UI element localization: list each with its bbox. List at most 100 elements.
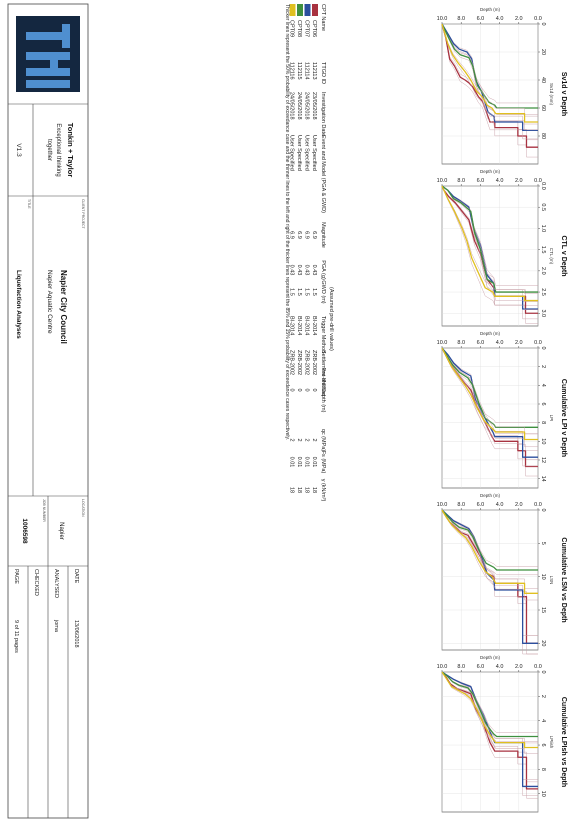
depth-axis-label: Depth (m): [480, 169, 501, 174]
value-tick-label: 3.0: [540, 309, 546, 317]
legend-cell: 112115: [296, 62, 302, 80]
legend-cell: User Specified: [304, 135, 310, 171]
legend-cell: 1.5: [296, 288, 302, 296]
value-tick-label: 6: [540, 744, 546, 747]
value-tick-label: 40: [540, 77, 546, 83]
legend-cell: 23/05/2018: [311, 92, 317, 120]
legend-header-cell: Investigation Date: [320, 92, 326, 136]
legend-footnote: Thicker lines represent the 50% probabil…: [284, 4, 290, 440]
legend-cell: ZRB-2002: [289, 350, 295, 375]
chart-title: Cumulative LPIsh vs Depth: [560, 697, 567, 787]
value-tick-label: 15: [540, 607, 546, 613]
depth-axis-label: Depth (m): [480, 331, 501, 336]
legend-header-cell: Fs (MPa): [320, 451, 326, 474]
legend-cell: 24/05/2018: [296, 92, 302, 120]
location-value: Napier: [58, 522, 64, 540]
legend-cell: 0: [289, 388, 295, 391]
legend-table: (Assumed pre-drill values) CPT Name TTGD …: [284, 4, 334, 501]
legend-cell: 0: [304, 388, 310, 391]
depth-tick-label: 8.0: [457, 502, 465, 508]
value-tick-label: 2.0: [540, 267, 546, 275]
legend-row: CPT06 112113 23/05/2018 User Specified 6.9 0.…: [311, 4, 318, 493]
depth-tick-label: 10.0: [437, 16, 448, 22]
legend-cell: 2: [311, 438, 317, 441]
series-cpt07-lower-bound: [441, 23, 538, 125]
analysed-value: joma: [53, 619, 59, 633]
legend-cell: 0: [311, 388, 317, 391]
page-label: PAGE: [13, 569, 19, 584]
legend-cell: 2: [296, 438, 302, 441]
legend-cell: CPT06: [311, 20, 317, 37]
legend-header-cell: qc (MPa): [320, 429, 326, 451]
value-tick-label: 0.5: [540, 203, 546, 211]
value-tick-label: 1.0: [540, 225, 546, 233]
legend-cell: 0.01: [304, 457, 310, 468]
legend-swatch: [297, 4, 303, 16]
value-tick-label: 0.0: [540, 182, 546, 190]
legend-cell: 6.9: [296, 231, 302, 239]
analysed-label: ANALYSED: [53, 569, 59, 598]
value-axis-label: LSN: [549, 576, 554, 585]
depth-tick-label: 8.0: [457, 664, 465, 670]
legend-cell: 6.9: [289, 231, 295, 239]
legend-cell: 18: [311, 487, 317, 493]
job-number-value: 1006598: [21, 518, 28, 544]
value-tick-label: 0: [540, 670, 546, 673]
legend-row: CPT07 112114 24/05/2018 User Specified 6.9 0.…: [304, 4, 311, 493]
series-cpt07-upper-bound: [441, 23, 538, 140]
value-axis-label: Sv1d (mm): [549, 83, 554, 106]
series-lines: [441, 23, 538, 158]
depth-tick-label: 4.0: [496, 178, 504, 184]
project-name: Napier Aquatic Centre: [46, 270, 53, 334]
series-cpt09: [441, 671, 538, 749]
chart-sv1d: Sv1d v Depth 0 20 40 60 80 0.0 2.0 4.0 6.0 8.0 10.0…: [437, 7, 567, 165]
company-tagline-1: Exceptional thinking: [55, 123, 61, 176]
series-cpt09-upper-bound: [441, 23, 538, 131]
depth-tick-label: 6.0: [477, 178, 485, 184]
value-tick-label: 80: [540, 133, 546, 139]
depth-tick-label: 0.0: [534, 16, 542, 22]
value-tick-label: 20: [540, 49, 546, 55]
legend-cell: 0.43: [289, 265, 295, 276]
value-tick-label: 10: [540, 574, 546, 580]
value-tick-label: 5: [540, 542, 546, 545]
depth-tick-label: 2.0: [515, 502, 523, 508]
legend-header-cell: CPT Name: [320, 4, 326, 31]
legend-cell: CPT09: [289, 20, 295, 37]
series-lines: [441, 185, 538, 324]
series-cpt09-upper-bound: [441, 671, 538, 754]
chart-lsn: Cumulative LSN vs Depth 0 5 10 15 20 0.0 2.0 4.0…: [437, 493, 567, 655]
legend-cell: User Specified: [289, 135, 295, 171]
legend-swatch: [312, 4, 318, 16]
depth-axis-label: Depth (m): [480, 655, 501, 660]
depth-tick-label: 10.0: [437, 664, 448, 670]
legend-cell: 18: [304, 487, 310, 493]
value-tick-label: 2: [540, 695, 546, 698]
legend-cell: User Specified: [296, 135, 302, 171]
depth-tick-label: 2.0: [515, 340, 523, 346]
depth-tick-label: 2.0: [515, 16, 523, 22]
series-cpt09: [441, 23, 538, 123]
legend-swatch: [304, 4, 311, 16]
legend-cell: 6.9: [304, 231, 310, 239]
legend-header-cell: Trigger Method: [320, 316, 326, 353]
series-lines: [441, 671, 538, 799]
legend-cell: 0.43: [311, 265, 317, 276]
value-tick-label: 14: [540, 476, 546, 482]
depth-tick-label: 8.0: [457, 178, 465, 184]
depth-tick-label: 6.0: [477, 664, 485, 670]
charts-area: Sv1d v Depth0204060800.02.04.06.08.010.0…: [437, 7, 567, 813]
company-logo: [16, 16, 80, 92]
value-axis-label: LPIish: [549, 736, 554, 749]
series-cpt09: [441, 185, 538, 302]
chart-title: Sv1d v Depth: [560, 72, 567, 116]
chart-lpish: Cumulative LPIsh vs Depth 0 2 4 6 8 10 0.0 2.0 4.…: [437, 655, 567, 813]
checked-label: CHECKED: [33, 569, 39, 596]
legend-cell: 1.5: [289, 288, 295, 296]
depth-tick-label: 4.0: [496, 502, 504, 508]
legend-header-cell: γ (kN/m³): [320, 479, 326, 502]
legend-cell: User Specified: [311, 135, 317, 171]
chart-title: Cumulative LSN vs Depth: [560, 537, 567, 622]
